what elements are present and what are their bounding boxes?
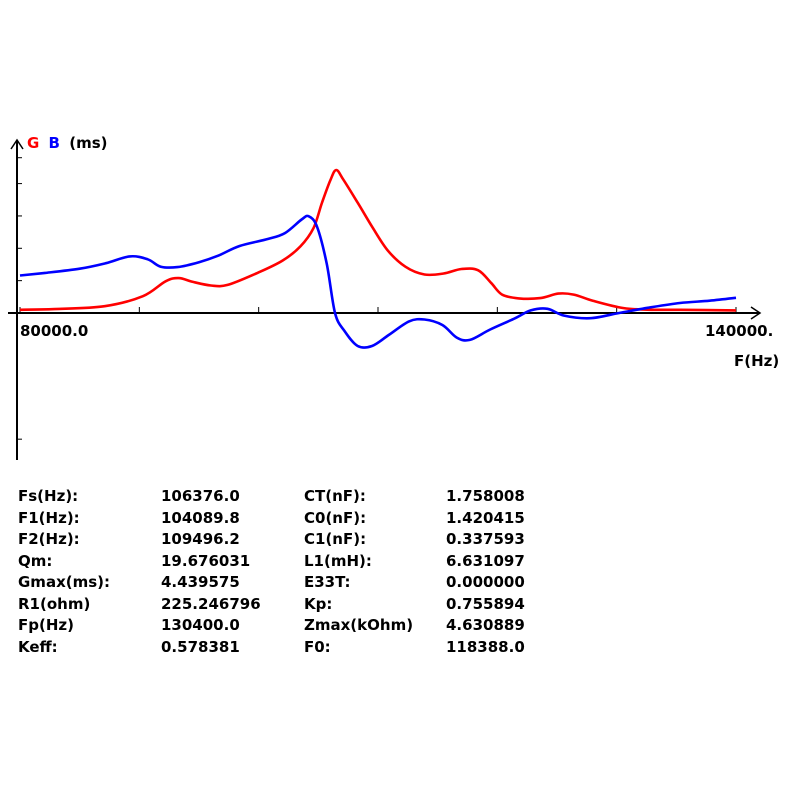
param-value: 106376.0 bbox=[161, 487, 240, 505]
y-unit-label: (ms) bbox=[69, 134, 108, 152]
legend-g: G bbox=[27, 134, 40, 152]
param-value: 0.755894 bbox=[446, 594, 525, 613]
series-group bbox=[19, 168, 737, 349]
param-label: R1(ohm) bbox=[18, 594, 91, 613]
param-value: 1.420415 bbox=[446, 508, 525, 527]
param-label: Keff: bbox=[18, 637, 58, 656]
param-value: 0.578381 bbox=[161, 637, 240, 656]
param-label: CT(nF): bbox=[304, 487, 366, 505]
param-value: 4.439575 bbox=[161, 573, 240, 591]
param-label: E33T: bbox=[304, 573, 351, 591]
param-label: Zmax(kOhm) bbox=[304, 616, 414, 634]
param-label: Gmax(ms): bbox=[18, 573, 111, 591]
x-tick-label-start: 80000.0 bbox=[20, 322, 89, 340]
y-legend: G B (ms) bbox=[27, 134, 108, 152]
param-value: 19.676031 bbox=[161, 551, 251, 570]
param-label: Fs(Hz): bbox=[18, 487, 79, 505]
param-value: 4.630889 bbox=[446, 616, 525, 634]
param-value: 109496.2 bbox=[161, 530, 240, 548]
param-value: 6.631097 bbox=[446, 551, 525, 570]
param-value: 0.337593 bbox=[446, 530, 525, 548]
param-value: 130400.0 bbox=[161, 616, 240, 634]
param-label: L1(mH): bbox=[304, 551, 372, 570]
x-axis-label: F(Hz) bbox=[734, 352, 780, 370]
param-label: Kp: bbox=[304, 594, 333, 613]
impedance-plot bbox=[8, 138, 762, 460]
param-label: Fp(Hz) bbox=[18, 616, 74, 634]
x-ticks bbox=[17, 157, 737, 440]
param-label: F2(Hz): bbox=[18, 530, 80, 548]
param-value: 118388.0 bbox=[446, 637, 525, 656]
x-tick-label-end: 140000. bbox=[705, 322, 774, 340]
axes bbox=[8, 138, 762, 460]
param-label: F0: bbox=[304, 637, 331, 656]
param-value: 225.246796 bbox=[161, 594, 261, 613]
param-value: 104089.8 bbox=[161, 508, 240, 527]
param-label: F1(Hz): bbox=[18, 508, 80, 527]
param-value: 0.000000 bbox=[446, 573, 525, 591]
series-line-b bbox=[19, 214, 737, 349]
series-line-g bbox=[19, 168, 737, 312]
legend-b: B bbox=[48, 134, 60, 152]
param-label: C1(nF): bbox=[304, 530, 367, 548]
param-label: Qm: bbox=[18, 551, 53, 570]
x-axis-arrow bbox=[750, 306, 762, 320]
param-value: 1.758008 bbox=[446, 487, 525, 505]
y-axis-arrow bbox=[10, 138, 24, 150]
param-label: C0(nF): bbox=[304, 508, 367, 527]
